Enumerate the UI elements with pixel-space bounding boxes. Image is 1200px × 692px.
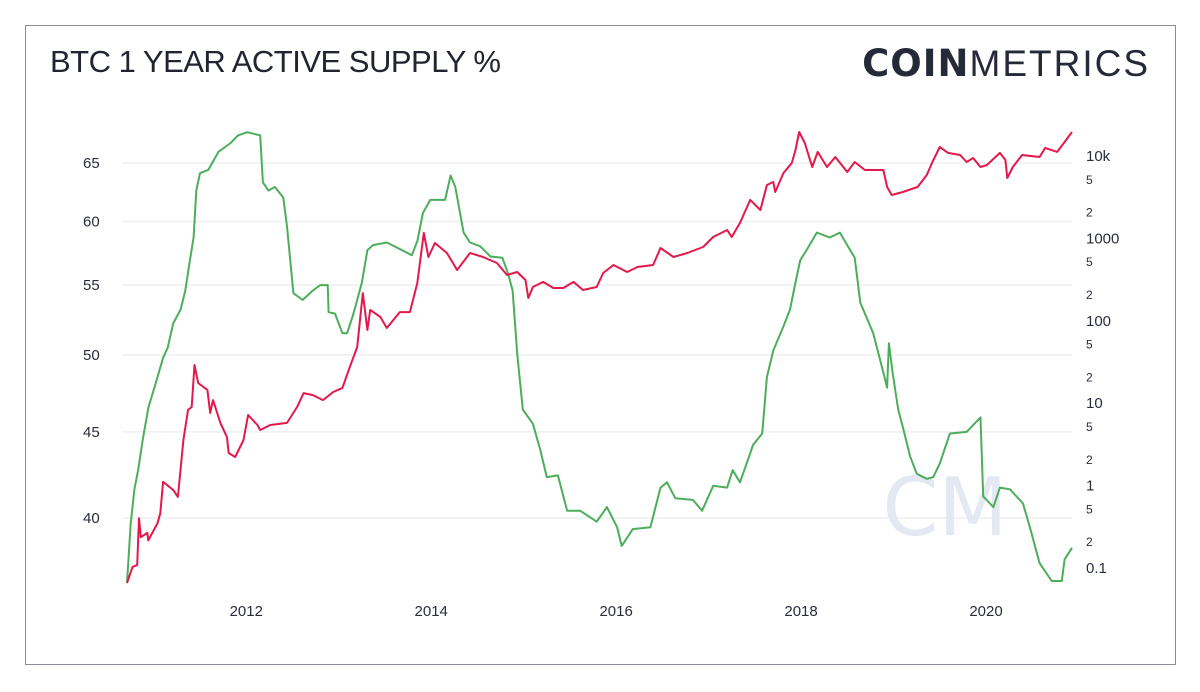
y-right-minor-tick-label: 2: [1086, 206, 1093, 220]
y-right-tick-label: 1: [1086, 478, 1094, 495]
y-right-minor-tick-label: 2: [1086, 453, 1093, 467]
chart-frame: [25, 25, 1176, 665]
x-tick-label: 2016: [599, 603, 632, 620]
y-left-tick-label: 65: [83, 155, 100, 172]
x-tick-label: 2018: [784, 603, 817, 620]
series-line-price: [126, 131, 1073, 584]
y-left-tick-label: 60: [83, 214, 100, 231]
x-tick-label: 2012: [230, 603, 263, 620]
tick-labels: 40 45 50 55 60 65 0.1 1 10 100 1000 10k 2 5 2 5 2 5 2 5 2 5 20…: [83, 148, 1119, 620]
y-right-tick-label: 10k: [1086, 148, 1111, 165]
y-right-minor-tick-label: 2: [1086, 288, 1093, 302]
y-right-minor-tick-label: 5: [1086, 338, 1093, 352]
y-right-tick-label: 10: [1086, 395, 1103, 412]
chart-title: BTC 1 YEAR ACTIVE SUPPLY %: [50, 44, 501, 79]
y-right-tick-label: 0.1: [1086, 560, 1107, 577]
y-right-minor-tick-label: 5: [1086, 255, 1093, 269]
logo-metrics: METRICS: [969, 43, 1150, 84]
y-left-tick-label: 45: [83, 424, 100, 441]
series-group: [126, 131, 1073, 584]
x-tick-label: 2014: [415, 603, 448, 620]
y-right-minor-tick-label: 5: [1086, 420, 1093, 434]
coinmetrics-logo: COINMETRICS: [862, 42, 1150, 85]
y-right-minor-tick-label: 5: [1086, 502, 1093, 516]
y-left-tick-label: 55: [83, 277, 100, 294]
series-line-active-supply: [126, 131, 1073, 584]
y-right-minor-tick-label: 2: [1086, 535, 1093, 549]
x-tick-label: 2020: [969, 603, 1002, 620]
cm-watermark: CM: [883, 461, 1008, 554]
y-right-minor-tick-label: 5: [1086, 173, 1093, 187]
y-right-tick-label: 1000: [1086, 230, 1119, 247]
logo-coin: COIN: [862, 42, 970, 85]
y-left-tick-label: 50: [83, 347, 100, 364]
y-right-tick-label: 100: [1086, 313, 1111, 330]
y-right-minor-tick-label: 2: [1086, 370, 1093, 384]
y-left-tick-label: 40: [83, 510, 100, 527]
